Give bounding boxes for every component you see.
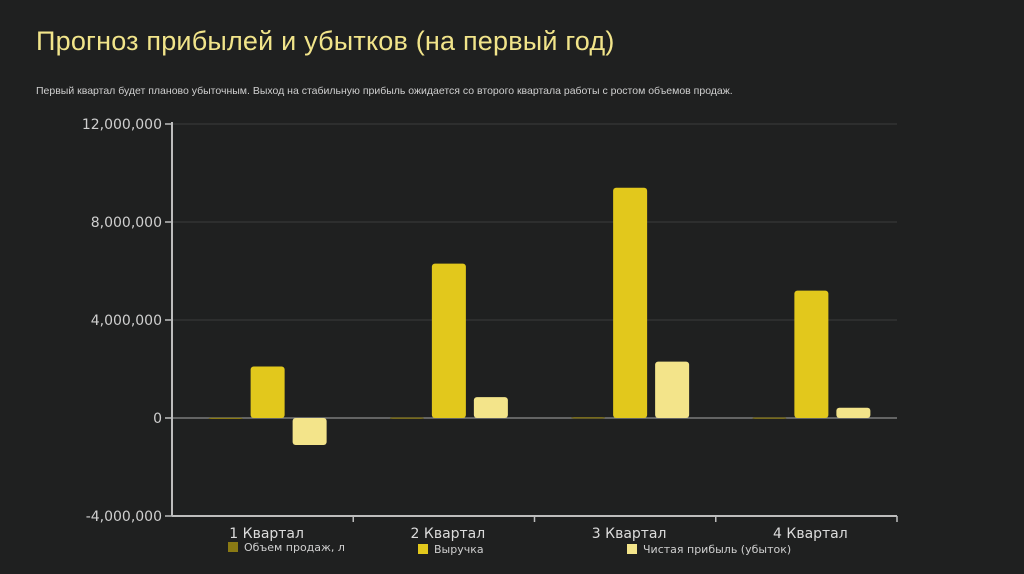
bar	[389, 417, 424, 419]
bar	[752, 417, 787, 419]
legend-swatch	[228, 542, 238, 552]
bar	[292, 418, 327, 445]
bar	[208, 417, 243, 419]
bar	[794, 290, 829, 418]
bar	[431, 263, 466, 418]
x-category-label: 4 Квартал	[773, 526, 848, 542]
y-tick-label: 8,000,000	[91, 215, 162, 231]
y-tick-label: -4,000,000	[86, 509, 162, 525]
y-tick-label: 12,000,000	[82, 117, 162, 133]
legend-swatch	[418, 544, 428, 554]
slide-subtitle: Первый квартал будет планово убыточным. …	[36, 85, 733, 97]
y-tick-label: 4,000,000	[91, 313, 162, 329]
bar	[473, 397, 508, 418]
slide-title: Прогноз прибылей и убытков (на первый го…	[36, 26, 615, 56]
bar	[613, 187, 648, 418]
x-category-label: 2 Квартал	[411, 526, 486, 542]
legend-label: Выручка	[434, 543, 484, 556]
bar	[836, 407, 871, 418]
legend-label: Чистая прибыль (убыток)	[643, 543, 791, 556]
x-category-label: 1 Квартал	[229, 526, 304, 542]
legend-swatch	[627, 544, 637, 554]
x-category-label: 3 Квартал	[592, 526, 667, 542]
bar	[655, 361, 690, 418]
bar	[250, 366, 285, 418]
bar	[571, 417, 606, 419]
y-tick-label: 0	[153, 411, 162, 427]
legend-label: Объем продаж, л	[244, 541, 345, 554]
